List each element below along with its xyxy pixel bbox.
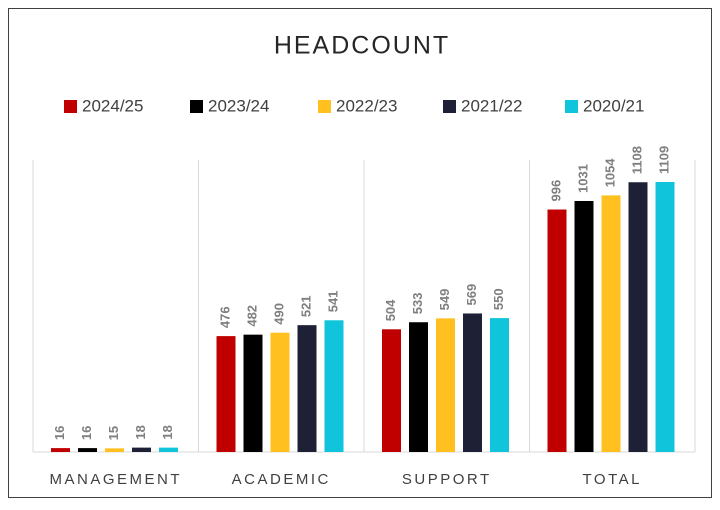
bar: [159, 447, 178, 452]
value-label: 541: [325, 291, 340, 313]
chart-title: HEADCOUNT: [274, 32, 450, 60]
x-tick-label: ACADEMIC: [232, 471, 331, 488]
value-label: 1108: [629, 146, 644, 174]
value-label: 15: [106, 426, 121, 440]
value-label: 16: [52, 426, 67, 440]
legend-swatch: [190, 100, 203, 113]
value-label: 569: [464, 284, 479, 306]
value-label: 504: [383, 299, 398, 321]
x-tick-label: MANAGEMENT: [49, 471, 182, 488]
bar: [105, 448, 124, 452]
value-label: 549: [437, 289, 452, 311]
legend-label: 2020/21: [583, 96, 644, 115]
bar: [628, 182, 648, 452]
bar: [547, 209, 567, 452]
frame: [8, 8, 712, 498]
value-label: 1054: [602, 158, 617, 188]
bar: [216, 336, 236, 452]
legend-label: 2024/25: [82, 96, 143, 115]
value-label: 1031: [575, 164, 590, 193]
legend-label: 2022/23: [336, 96, 397, 115]
bar: [78, 448, 97, 452]
bar: [601, 195, 621, 452]
x-tick-label: SUPPORT: [402, 471, 492, 488]
bar: [270, 332, 290, 452]
value-label: 550: [491, 288, 506, 310]
value-label: 476: [217, 306, 232, 328]
bar: [297, 325, 317, 452]
bar: [382, 329, 401, 452]
value-label: 482: [244, 305, 259, 327]
bar: [324, 320, 344, 452]
bar: [409, 322, 428, 452]
legend-swatch: [443, 100, 456, 113]
value-label: 533: [410, 293, 425, 315]
legend-swatch: [565, 100, 578, 113]
bar: [574, 200, 594, 452]
value-label: 521: [298, 295, 313, 317]
bar: [490, 318, 509, 452]
bar: [655, 182, 675, 452]
bar: [463, 313, 482, 452]
value-label: 18: [133, 425, 148, 439]
value-label: 1109: [656, 146, 671, 174]
value-label: 490: [271, 303, 286, 325]
bar: [132, 447, 151, 452]
bar: [436, 318, 455, 452]
legend-label: 2021/22: [461, 96, 522, 115]
value-label: 18: [160, 425, 175, 439]
legend-swatch: [318, 100, 331, 113]
value-label: 16: [79, 426, 94, 440]
legend-label: 2023/24: [208, 96, 269, 115]
legend-swatch: [64, 100, 77, 113]
bar: [243, 334, 263, 452]
bar: [51, 448, 70, 452]
value-label: 996: [548, 180, 563, 202]
x-tick-label: TOTAL: [583, 471, 642, 488]
